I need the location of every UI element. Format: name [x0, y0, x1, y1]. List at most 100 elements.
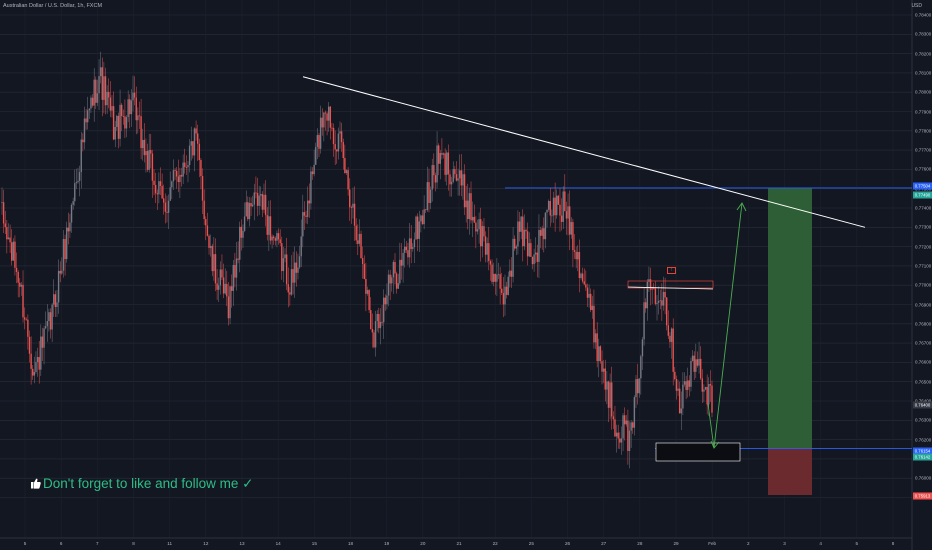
date-tick-label: 29: [673, 541, 679, 546]
candle-body: [520, 216, 522, 232]
candle-body: [146, 151, 149, 170]
candle-body: [484, 236, 487, 255]
candle-body: [583, 281, 585, 285]
price-tick-label: 0.76400: [915, 399, 931, 404]
candle-body: [413, 239, 416, 248]
candle-body: [505, 286, 508, 295]
candle-body: [708, 384, 710, 405]
candle-body: [93, 79, 95, 106]
candle-body: [633, 397, 636, 428]
candle-body: [567, 206, 569, 219]
candle-body: [515, 246, 518, 249]
candle-body: [104, 76, 107, 106]
price-tag: 0.77490: [913, 191, 932, 199]
candle-body: [701, 378, 703, 392]
candle-body: [196, 133, 199, 144]
alert-icon[interactable]: !: [667, 267, 676, 274]
candle-body: [457, 178, 459, 181]
candle-body: [344, 158, 346, 174]
candle-body: [378, 313, 380, 329]
price-tick-label: 0.77100: [915, 263, 932, 269]
candle-body: [188, 145, 191, 166]
price-tag: 0.77504: [913, 182, 932, 190]
candle-body: [696, 359, 699, 366]
candle-body: [206, 225, 209, 236]
candle-body: [412, 247, 414, 249]
candle-body: [122, 116, 124, 117]
candle-body: [59, 270, 61, 274]
candle-body: [478, 219, 480, 230]
date-tick-label: 15: [311, 541, 317, 546]
candle-body: [510, 270, 513, 277]
candle-body: [140, 116, 142, 149]
candle-body: [379, 321, 382, 329]
candle-body: [573, 250, 576, 252]
candle-body: [33, 371, 36, 376]
candle-body: [20, 284, 23, 287]
candle-body: [36, 357, 39, 363]
candle-body: [27, 319, 29, 337]
date-tick-label: 21: [456, 541, 462, 546]
candle-body: [19, 282, 21, 287]
candle-body: [135, 97, 137, 121]
candle-body: [98, 76, 100, 94]
candle-body: [513, 238, 516, 249]
candle-body: [261, 194, 264, 210]
candle-body: [277, 233, 280, 240]
price-tick-label: 0.77000: [915, 282, 932, 288]
candle-body: [133, 92, 136, 98]
candle-body: [447, 152, 450, 175]
candle-body: [698, 358, 700, 366]
candle-body: [239, 226, 241, 260]
candle-body: [481, 226, 484, 247]
candle-body: [315, 146, 317, 165]
candle-body: [67, 227, 70, 232]
candle-body: [455, 174, 458, 181]
candle-body: [371, 329, 374, 333]
price-tick-label: 0.77800: [915, 128, 932, 134]
candle-body: [386, 295, 388, 305]
candle-body: [522, 216, 524, 247]
candle-body: [450, 181, 453, 185]
candle-body: [360, 233, 362, 259]
candle-body: [214, 254, 217, 284]
candle-body: [28, 336, 31, 354]
candle-body: [687, 380, 689, 390]
candle-body: [180, 174, 183, 177]
candle-body: [675, 379, 678, 391]
candle-body: [560, 215, 563, 222]
candle-body: [334, 144, 336, 150]
candle-body: [446, 152, 448, 175]
candle-body: [124, 116, 126, 129]
candle-body: [588, 293, 590, 298]
candle-body: [543, 228, 545, 240]
candle-body: [109, 97, 112, 111]
candle-body: [339, 131, 341, 134]
candle-body: [331, 127, 333, 129]
price-tick-label: 0.76300: [915, 417, 932, 423]
price-tick-label: 0.77300: [915, 224, 932, 230]
candle-body: [619, 438, 621, 443]
candle-body: [465, 200, 467, 208]
date-tick-label: 3: [783, 541, 786, 546]
candle-body: [711, 385, 713, 413]
candle-body: [38, 357, 40, 370]
candle-body: [475, 222, 477, 232]
candle-body: [327, 106, 330, 121]
candle-body: [193, 128, 196, 156]
candle-body: [182, 162, 184, 177]
price-tick-label: 0.77400: [915, 205, 932, 211]
candle-body: [166, 211, 168, 213]
candle-body: [421, 215, 424, 225]
price-tick-label: 0.76600: [915, 359, 932, 365]
candle-body: [4, 223, 6, 228]
candle-body: [203, 200, 205, 220]
candle-body: [646, 281, 649, 309]
candle-body: [460, 170, 463, 186]
candle-body: [22, 284, 24, 318]
candle-body: [213, 254, 215, 272]
candle-body: [620, 438, 623, 443]
candle-body: [150, 150, 152, 154]
